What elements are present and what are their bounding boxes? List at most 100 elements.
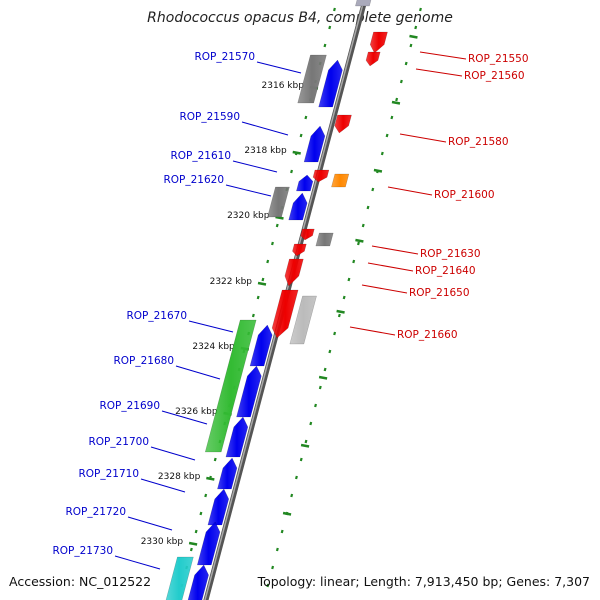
gene-feature: [249, 324, 273, 367]
track-dot: [399, 79, 403, 84]
gene-features: [165, 0, 388, 600]
gene-feature: [365, 51, 381, 67]
tick-mark: [257, 281, 267, 286]
tick-label: 2322 kbp: [210, 277, 253, 287]
leader-line: [140, 478, 186, 493]
track-dot: [204, 493, 208, 498]
gene-feature: [300, 228, 315, 241]
track-dot: [271, 241, 274, 246]
track-dot: [194, 529, 198, 534]
gene-feature: [207, 488, 230, 526]
gene-feature: [289, 295, 317, 345]
gene-label-left: ROP_21710: [78, 468, 139, 480]
genome-summary: Topology: linear; Length: 7,913,450 bp; …: [257, 574, 590, 589]
gene-feature: [331, 173, 350, 188]
leader-line: [188, 320, 234, 333]
gene-label-left: ROP_21730: [52, 545, 113, 557]
leader-line: [387, 186, 433, 196]
gene-feature: [204, 319, 257, 453]
tick-label: 2330 kbp: [141, 537, 184, 547]
track-dot: [390, 115, 394, 120]
leader-line: [361, 284, 408, 294]
tick-mark: [275, 215, 284, 220]
leader-line: [256, 61, 302, 74]
leader-line: [367, 262, 414, 272]
gene-feature: [318, 59, 343, 108]
genome-title: Rhodococcus opacus B4, complete genome: [147, 10, 453, 26]
tick-mark: [336, 309, 345, 314]
gene-feature: [225, 416, 249, 458]
gene-label-right: ROP_21640: [415, 265, 476, 277]
tick-label: 2328 kbp: [158, 472, 201, 482]
gene-feature: [355, 0, 372, 7]
track-dot: [371, 187, 375, 192]
gene-label-right: ROP_21600: [434, 189, 495, 201]
gene-label-left: ROP_21610: [170, 150, 231, 162]
leader-line: [161, 410, 208, 425]
tick-mark: [282, 511, 292, 516]
leader-line: [349, 326, 396, 336]
gene-label-right: ROP_21630: [420, 248, 481, 260]
track-dot: [271, 565, 275, 570]
track-dot: [304, 439, 308, 444]
gene-feature: [315, 232, 334, 247]
track-dot: [414, 25, 418, 30]
track-dot: [352, 259, 356, 264]
leader-line: [399, 133, 447, 143]
leader-line: [232, 160, 278, 173]
gene-label-left: ROP_21680: [113, 355, 174, 367]
gene-feature: [271, 289, 299, 339]
leader-line: [371, 245, 419, 255]
tick-mark: [318, 375, 328, 380]
track-dot: [395, 97, 399, 102]
track-dot: [328, 349, 332, 354]
leader-line: [415, 68, 463, 77]
gene-feature: [292, 243, 307, 257]
track-dot: [280, 529, 284, 534]
label-leader-lines: [114, 51, 467, 570]
track-dot: [251, 313, 255, 318]
track-dot: [261, 277, 265, 282]
gene-label-left: ROP_21620: [163, 174, 224, 186]
accession-label: Accession: NC_012522: [9, 574, 152, 589]
track-dot: [333, 331, 337, 336]
track-dot: [323, 43, 327, 48]
tick-mark: [188, 541, 198, 546]
gene-feature: [334, 114, 352, 134]
track-dot: [318, 385, 322, 390]
gene-feature: [284, 258, 304, 287]
track-dot: [314, 403, 318, 408]
gene-labels: ROP_21570 ROP_21590 ROP_21610 ROP_21620 ROP_…: [52, 51, 528, 557]
track-dot: [275, 223, 279, 228]
tick-mark: [409, 34, 418, 39]
track-dot: [304, 115, 308, 120]
tick-label: 2316 kbp: [262, 81, 305, 91]
leader-line: [225, 184, 272, 197]
track-dot: [275, 547, 279, 552]
gene-label-left: ROP_21720: [65, 506, 126, 518]
track-dot: [347, 277, 351, 282]
tick-label: 2324 kbp: [192, 342, 235, 352]
track-dot: [309, 421, 313, 426]
track-dot: [199, 511, 203, 516]
track-dot: [409, 43, 413, 48]
track-dot: [342, 295, 346, 300]
leader-line: [419, 51, 467, 60]
gene-feature: [312, 169, 330, 183]
track-dot: [299, 133, 303, 138]
gene-label-left: ROP_21670: [126, 310, 187, 322]
scale-ticks: 2316 kbp 2318 kbp 2320 kbp 2322 kbp 2324 kbp…: [141, 34, 418, 547]
gene-label-right: ROP_21560: [464, 70, 525, 82]
gene-feature: [267, 186, 290, 218]
track-dot: [328, 25, 332, 30]
track-dot: [266, 583, 270, 588]
gene-feature: [297, 54, 327, 104]
gene-label-right: ROP_21580: [448, 136, 509, 148]
track-dot: [333, 7, 336, 12]
track-dot: [323, 367, 327, 372]
track-dot: [404, 61, 408, 66]
tick-mark: [300, 443, 310, 448]
tick-mark: [391, 100, 401, 105]
track-dot: [213, 457, 217, 462]
